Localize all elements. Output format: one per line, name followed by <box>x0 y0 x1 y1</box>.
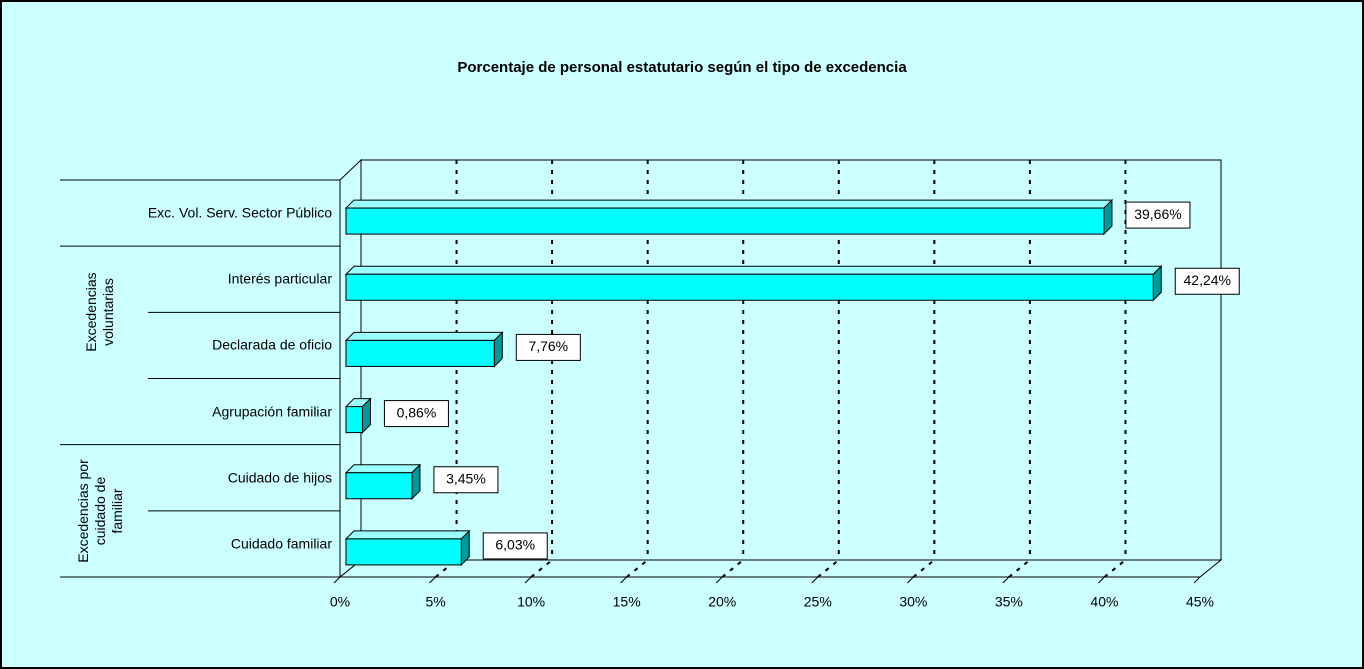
value-label-box <box>482 532 548 560</box>
bar <box>345 207 1105 235</box>
x-tick <box>1098 576 1105 584</box>
value-label-box <box>383 400 449 428</box>
floor-grid-line <box>912 559 935 578</box>
x-tick <box>620 576 628 584</box>
bar-top <box>344 265 1163 275</box>
x-tick <box>715 576 723 584</box>
floor-grid-line <box>817 559 840 578</box>
group-label: Excedencias por cuidado de familiar <box>74 459 125 563</box>
chart-title: Porcentaje de personal estatutario según… <box>457 59 907 76</box>
value-label: 6,03% <box>495 537 535 553</box>
x-tick <box>333 576 341 584</box>
value-label-box <box>433 466 499 494</box>
bar <box>345 472 413 500</box>
value-label: 3,45% <box>446 470 486 486</box>
floor-grid-line <box>626 559 649 578</box>
value-label: 39,66% <box>1134 206 1181 222</box>
x-tick-label: 45% <box>1186 594 1214 610</box>
x-tick-label: 25% <box>804 594 832 610</box>
category-label: Cuidado familiar <box>230 535 332 552</box>
floor-grid-line <box>530 559 553 578</box>
x-tick-label: 15% <box>613 594 641 610</box>
bar-top <box>344 331 504 341</box>
x-tick <box>906 576 914 584</box>
bar-top <box>344 464 422 474</box>
x-tick-label: 10% <box>517 594 545 610</box>
bar <box>345 273 1154 301</box>
bar-top <box>344 530 471 540</box>
x-tick <box>1002 576 1010 584</box>
value-label-box <box>515 333 581 361</box>
category-label: Interés particular <box>227 270 332 287</box>
x-tick-label: 20% <box>708 594 736 610</box>
x-tick <box>1193 576 1201 584</box>
x-tick-label: 40% <box>1090 594 1118 610</box>
value-label: 0,86% <box>397 404 437 420</box>
bar <box>345 339 495 367</box>
category-label: Agrupación familiar <box>212 403 332 420</box>
category-label: Cuidado de hijos <box>227 469 332 486</box>
bar <box>345 538 462 566</box>
bar-top <box>344 199 1114 209</box>
x-tick-label: 35% <box>995 594 1023 610</box>
floor <box>338 559 1223 578</box>
value-label: 7,76% <box>528 338 568 354</box>
x-tick <box>811 576 819 584</box>
x-tick-label: 5% <box>425 594 445 610</box>
floor-grid-line <box>1008 559 1031 578</box>
value-label: 42,24% <box>1184 272 1231 288</box>
floor-grid-line <box>1103 559 1127 578</box>
bar <box>345 406 363 434</box>
floor-grid-line <box>721 559 744 578</box>
x-tick-label: 30% <box>899 594 927 610</box>
category-label: Declarada de oficio <box>212 336 332 353</box>
x-tick <box>524 576 532 584</box>
value-label-box <box>1125 201 1191 229</box>
value-label-box <box>1174 267 1240 295</box>
category-label: Exc. Vol. Serv. Sector Público <box>147 204 332 221</box>
x-tick-label: 0% <box>330 594 350 610</box>
x-tick <box>429 576 436 584</box>
group-label: Excedencias voluntarias <box>83 272 116 353</box>
